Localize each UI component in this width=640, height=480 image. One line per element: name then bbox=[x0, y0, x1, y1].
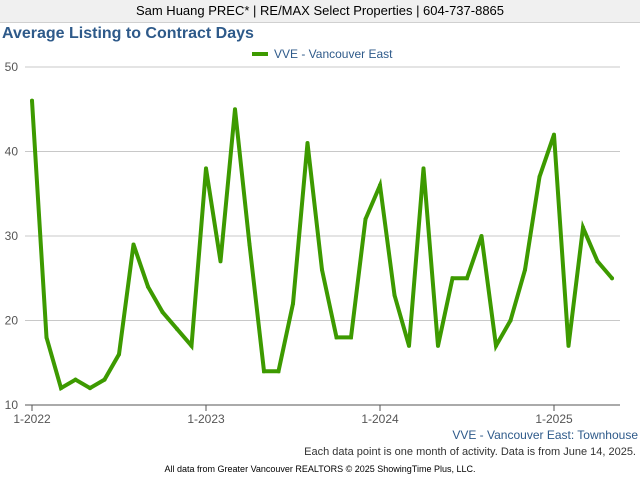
data-point bbox=[566, 343, 571, 348]
data-point bbox=[320, 267, 324, 272]
data-point bbox=[30, 98, 34, 103]
agent-banner: Sam Huang PREC* | RE/MAX Select Properti… bbox=[0, 0, 640, 23]
series-line-vancouver-east bbox=[30, 98, 614, 392]
data-point bbox=[276, 369, 281, 374]
y-tick-label: 10 bbox=[5, 398, 19, 412]
data-point bbox=[131, 242, 136, 247]
data-point bbox=[189, 343, 194, 348]
data-point bbox=[494, 343, 498, 348]
legend-label: VVE - Vancouver East bbox=[274, 47, 393, 61]
x-tick-label: 1-2022 bbox=[13, 412, 51, 426]
y-tick-labels: 10 20 30 40 50 bbox=[5, 60, 19, 412]
data-point bbox=[88, 386, 92, 391]
data-point bbox=[334, 335, 339, 340]
data-point bbox=[581, 225, 585, 230]
data-point bbox=[537, 174, 542, 179]
series-note: VVE - Vancouver East: Townhouse bbox=[452, 428, 638, 442]
grid-lines bbox=[25, 66, 620, 321]
x-tick-label: 1-2023 bbox=[187, 412, 225, 426]
data-point bbox=[73, 377, 78, 382]
data-point bbox=[595, 259, 600, 264]
source-credit: All data from Greater Vancouver REALTORS… bbox=[164, 464, 476, 474]
data-point bbox=[247, 242, 252, 247]
y-tick-label: 50 bbox=[5, 60, 19, 74]
data-point bbox=[378, 183, 382, 188]
data-point bbox=[117, 352, 121, 357]
y-tick-label: 40 bbox=[5, 145, 19, 159]
x-tick-labels: 1-2022 1-2023 1-2024 1-2025 bbox=[13, 412, 573, 426]
data-point bbox=[508, 318, 513, 323]
data-note: Each data point is one month of activity… bbox=[304, 446, 636, 458]
y-tick-label: 30 bbox=[5, 229, 19, 243]
data-point bbox=[291, 301, 295, 306]
data-point bbox=[305, 141, 310, 146]
chart-title: Average Listing to Contract Days bbox=[2, 25, 254, 42]
y-tick-label: 20 bbox=[5, 314, 19, 328]
data-point bbox=[523, 267, 527, 272]
data-point bbox=[146, 284, 150, 289]
x-tick-label: 1-2024 bbox=[361, 412, 399, 426]
axes bbox=[25, 404, 620, 411]
data-point bbox=[233, 107, 237, 112]
data-point bbox=[610, 276, 614, 281]
data-point bbox=[262, 369, 266, 374]
data-point bbox=[102, 377, 107, 382]
x-tick-label: 1-2025 bbox=[535, 412, 573, 426]
legend-swatch bbox=[252, 52, 268, 56]
data-point bbox=[465, 276, 469, 281]
agent-banner-text: Sam Huang PREC* | RE/MAX Select Properti… bbox=[135, 3, 505, 18]
data-point bbox=[204, 166, 208, 171]
data-point bbox=[44, 335, 49, 340]
data-point bbox=[436, 343, 440, 348]
data-point bbox=[160, 310, 165, 315]
data-point bbox=[349, 335, 353, 340]
data-point bbox=[552, 132, 556, 137]
chart-legend[interactable]: VVE - Vancouver East bbox=[252, 46, 393, 62]
data-point bbox=[407, 343, 411, 348]
data-point bbox=[421, 166, 426, 171]
series-layer bbox=[30, 98, 614, 392]
data-point bbox=[479, 234, 484, 238]
data-point bbox=[450, 276, 455, 281]
data-point bbox=[59, 386, 63, 391]
data-point bbox=[175, 326, 179, 331]
data-point bbox=[392, 293, 397, 298]
data-point bbox=[363, 217, 368, 222]
data-point bbox=[218, 259, 223, 264]
